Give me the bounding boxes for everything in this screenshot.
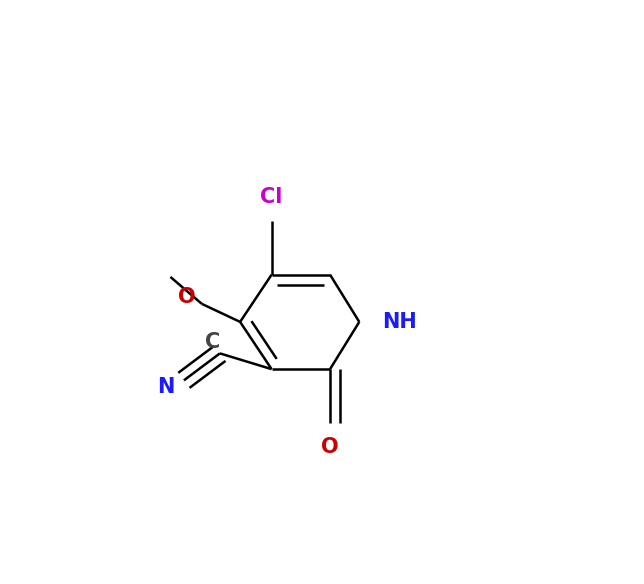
Text: O: O <box>178 287 195 307</box>
Text: N: N <box>158 377 175 397</box>
Text: O: O <box>321 437 339 457</box>
Text: NH: NH <box>382 312 417 332</box>
Text: Cl: Cl <box>260 187 283 207</box>
Text: C: C <box>205 332 220 352</box>
